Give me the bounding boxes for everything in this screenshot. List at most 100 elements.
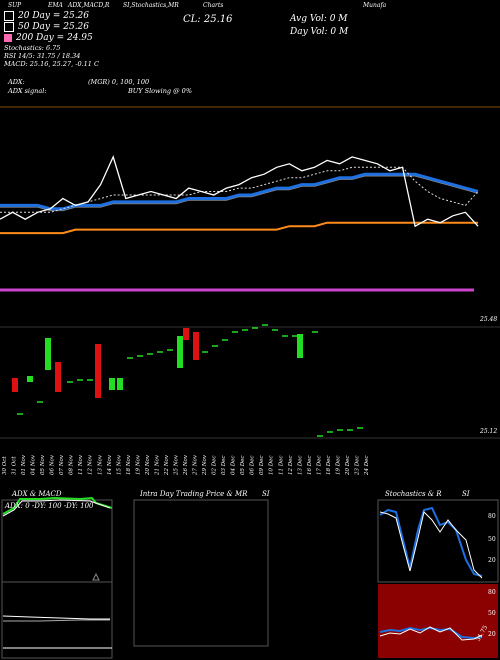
x-axis-label: 10 Dec (269, 456, 275, 476)
legend-avgvol: Avg Vol: 0 M (290, 14, 348, 24)
intra-si-label: SI (262, 490, 270, 498)
ema50-line (0, 172, 479, 211)
x-axis-label: 30 Oct (2, 456, 8, 475)
legend-macd: MACD: 25.16, 25.27, -0.11 C (4, 60, 99, 68)
y-top-label: 25.48 (479, 316, 497, 323)
x-axis-label: 25 Nov (173, 454, 179, 476)
legend-ema50-row: 50 Day = 25.26 (4, 21, 99, 32)
legend-ema50: 50 Day = 25.26 (18, 21, 90, 32)
x-axis-label: 02 Dec (212, 456, 218, 476)
x-axis-label: 27 Nov (193, 454, 199, 476)
ema50-swatch (4, 21, 14, 32)
stoch-panel-frame (377, 499, 499, 583)
legend-ema20-row: 20 Day = 25.26 (4, 10, 99, 21)
x-axis-label: 26 Nov (183, 454, 189, 476)
header-adx: ADX,MACD,R (68, 2, 110, 9)
x-axis-label: 03 Dec (221, 456, 227, 476)
legend: 20 Day = 25.26 50 Day = 25.26 200 Day = … (4, 10, 99, 68)
adx-panel-frame (1, 499, 113, 659)
main-price-chart: 30 Oct 31 Oct 01 Nov 04 Nov 05 Nov 06 Nov 07 N… (0, 106, 500, 477)
intra-panel-frame (133, 499, 269, 647)
stoch-d-line (379, 511, 483, 579)
x-axis-label: 22 Nov (164, 454, 170, 476)
rsi-white-line (379, 626, 483, 641)
adx-spike (92, 572, 100, 581)
candle-bar (177, 336, 183, 368)
legend-dayvol: Day Vol: 0 M (290, 27, 349, 37)
legend-ema200-row: 200 Day = 24.95 (4, 32, 99, 43)
x-axis-label: 06 Dec (250, 456, 256, 476)
stoch-tick-50: 50 (488, 536, 496, 543)
header-si: SI,Stochastics,MR (123, 2, 179, 9)
adx-green-line (2, 496, 113, 515)
x-axis-label: 11 Nov (78, 454, 84, 475)
x-axis-label: 11 Dec (278, 456, 284, 476)
header-munafa: Munafa (363, 2, 387, 9)
legend-rsi: RSI 14/5: 31.75 / 18.34 (4, 52, 81, 60)
x-axis-label: 12 Nov (88, 454, 94, 475)
price-line (0, 155, 479, 228)
x-axis-label: 05 Nov (40, 454, 46, 475)
legend-cl: CL: 25.16 (183, 14, 233, 25)
x-axis-label: 18 Nov (126, 454, 132, 475)
legend-adxsig: ADX signal: (8, 87, 47, 95)
candle-bar (297, 334, 303, 358)
stochastics-panel (377, 499, 499, 583)
candle-bar (183, 328, 189, 340)
candle-bar (12, 378, 18, 392)
x-axis-label: 23 Dec (354, 456, 360, 477)
x-axis-label: 18 Dec (326, 456, 332, 476)
x-axis-label: 14 Nov (107, 454, 113, 475)
y-bottom-label: 25.12 (479, 428, 497, 435)
intra-panel-title: Intra Day Trading Price & MR (140, 490, 248, 498)
x-axis-label: 13 Dec (297, 456, 303, 476)
x-axis-label: 04 Nov (31, 454, 37, 475)
rsi-tick-50: 50 (488, 610, 496, 617)
x-axis-label: 04 Dec (231, 456, 237, 476)
legend-ema200: 200 Day = 24.95 (16, 32, 93, 43)
stoch-k-line (379, 506, 483, 577)
x-axis-label: 08 Nov (69, 454, 75, 475)
x-axis-label: 20 Dec (345, 456, 351, 477)
stoch-panel-title: Stochastics & R (385, 490, 442, 498)
header-ema: EMA (48, 2, 63, 9)
x-axis-label: 21 Nov (154, 454, 160, 476)
ema20-swatch (4, 10, 14, 21)
x-axis-label: 15 Nov (116, 454, 122, 475)
ema200-swatch (4, 33, 12, 42)
header-sup: SUP (8, 2, 22, 9)
legend-adx: ADX: (8, 78, 25, 86)
macd-line (2, 615, 110, 620)
adx-macd-panel (1, 496, 113, 659)
candle-bar (95, 344, 101, 398)
candle-bar (109, 378, 115, 390)
header-charts: Charts (203, 2, 224, 9)
adx-panel-title: ADX & MACD (12, 490, 62, 498)
legend-stoch: Stochastics: 6.75 (4, 44, 61, 52)
x-axis-label: 19 Dec (335, 456, 341, 476)
rsi-tick-20: 20 (488, 631, 496, 638)
x-axis-label: 13 Nov (97, 454, 103, 475)
x-axis-label: 20 Nov (145, 454, 151, 476)
x-axis-label: 29 Nov (202, 454, 208, 476)
x-axis-label: 09 Dec (259, 456, 265, 476)
adx-white-line (2, 499, 111, 517)
legend-mgr: (MGR) 0, 100, 100 (88, 78, 150, 86)
candle-bar (193, 332, 199, 360)
ema50-shadow-line (0, 175, 479, 212)
x-axis-label: 17 Dec (316, 456, 322, 476)
legend-buy: BUY Slowing @ 0% (128, 87, 192, 95)
x-axis-label: 01 Nov (21, 454, 27, 475)
stoch-si-label: SI (462, 490, 470, 498)
x-axis-label: 06 Nov (50, 454, 56, 475)
rsi-tick-80: 80 (488, 589, 496, 596)
stoch-tick-20: 20 (488, 557, 496, 564)
macd-signal-line (3, 619, 110, 622)
candle-bar (27, 376, 33, 382)
candle-bar (117, 378, 123, 390)
legend-ema20: 20 Day = 25.26 (18, 10, 90, 21)
x-axis-label: 16 Dec (307, 456, 313, 476)
x-axis-label: 24 Dec (364, 456, 370, 477)
rsi-bg (378, 584, 498, 658)
